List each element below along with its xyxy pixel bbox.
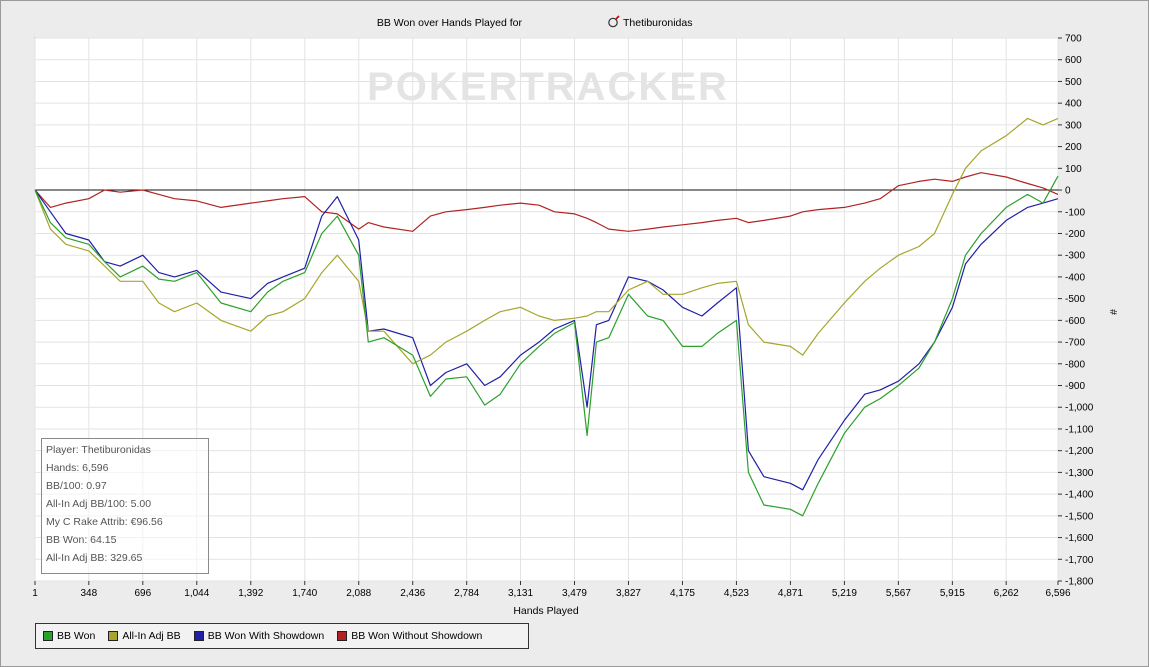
x-tick-label: 6,262 xyxy=(994,588,1019,599)
x-tick-label: 4,523 xyxy=(724,588,749,599)
legend-label: BB Won Without Showdown xyxy=(351,630,483,642)
legend-item-with-showdown[interactable]: BB Won With Showdown xyxy=(193,630,325,642)
y-tick-label: 500 xyxy=(1065,77,1082,88)
legend-item-allin-adj[interactable]: All-In Adj BB xyxy=(108,630,181,642)
x-tick-label: 4,175 xyxy=(670,588,695,599)
series-group xyxy=(34,117,1059,517)
y-tick-label: -1,400 xyxy=(1065,490,1094,501)
watermark: POKERTRACKER xyxy=(367,65,729,109)
stat-rake: My C Rake Attrib: €96.56 xyxy=(46,516,163,528)
legend-swatch xyxy=(193,631,204,641)
player-name: Thetiburonidas xyxy=(623,17,692,29)
x-tick-label: 6,596 xyxy=(1045,588,1070,599)
x-tick-label: 5,915 xyxy=(940,588,965,599)
y-tick-label: -500 xyxy=(1065,294,1085,305)
y-tick-label: 700 xyxy=(1065,34,1082,45)
y-tick-label: 400 xyxy=(1065,99,1082,110)
y-tick-label: 600 xyxy=(1065,55,1082,66)
y-tick-label: -1,600 xyxy=(1065,533,1094,544)
legend-label: All-In Adj BB xyxy=(122,630,181,642)
y-tick-label: -700 xyxy=(1065,338,1085,349)
x-tick-label: 5,567 xyxy=(886,588,911,599)
stat-allin-bb: All-In Adj BB: 329.65 xyxy=(46,552,143,564)
pokertracker-icon xyxy=(608,15,620,28)
x-tick-label: 5,219 xyxy=(832,588,857,599)
y-tick-label: -1,200 xyxy=(1065,446,1094,457)
legend-swatch xyxy=(337,631,348,641)
y-tick-label: -600 xyxy=(1065,316,1085,327)
x-tick-label: 696 xyxy=(134,588,151,599)
grid xyxy=(34,37,1059,582)
x-tick-label: 3,479 xyxy=(562,588,587,599)
series-line-bb-won xyxy=(34,175,1059,517)
y-tick-label: -400 xyxy=(1065,272,1085,283)
y-tick-label: 300 xyxy=(1065,120,1082,131)
y-tick-label: -1,000 xyxy=(1065,403,1094,414)
y-tick-label: -1,500 xyxy=(1065,511,1094,522)
x-tick-label: 3,131 xyxy=(508,588,533,599)
y-tick-label: 200 xyxy=(1065,142,1082,153)
legend-label: BB Won xyxy=(57,630,96,642)
y-tick-label: -900 xyxy=(1065,381,1085,392)
y-tick-label: 0 xyxy=(1065,186,1071,197)
y-tick-label: -1,300 xyxy=(1065,468,1094,479)
legend-swatch xyxy=(108,631,119,641)
y-tick-label: -300 xyxy=(1065,251,1085,262)
x-tick-label: 1 xyxy=(32,588,38,599)
series-line-all-in-adj-bb xyxy=(34,117,1059,365)
y-tick-label: -100 xyxy=(1065,207,1085,218)
legend-item-bb-won[interactable]: BB Won xyxy=(43,630,95,642)
y-tick-label: -1,700 xyxy=(1065,555,1094,566)
legend-item-without-showdown[interactable]: BB Won Without Showdown xyxy=(337,630,482,642)
x-tick-label: 4,871 xyxy=(778,588,803,599)
stat-player: Player: Thetiburonidas xyxy=(46,444,151,456)
legend: BB Won All-In Adj BB BB Won With Showdow… xyxy=(35,623,529,649)
x-axis-label: Hands Played xyxy=(513,605,579,617)
x-tick-label: 1,392 xyxy=(238,588,263,599)
stat-hands: Hands: 6,596 xyxy=(46,462,109,474)
x-tick-label: 2,784 xyxy=(454,588,479,599)
series-line-bb-won-with-showdown xyxy=(34,189,1059,491)
y-tick-label: -1,800 xyxy=(1065,577,1094,588)
stat-bb-won: BB Won: 64.15 xyxy=(46,534,117,546)
stat-allin-bb100: All-In Adj BB/100: 5.00 xyxy=(46,498,152,510)
y-tick-label: -800 xyxy=(1065,359,1085,370)
y-axis: 700 600 500 400 300 200 100 0 -100 -200 -300 -400 -5… xyxy=(1058,34,1094,588)
x-tick-label: 2,088 xyxy=(346,588,371,599)
legend-label: BB Won With Showdown xyxy=(207,630,325,642)
y-tick-label: -200 xyxy=(1065,229,1085,240)
stat-bb100: BB/100: 0.97 xyxy=(46,480,107,492)
legend-swatch xyxy=(43,631,53,641)
x-tick-label: 348 xyxy=(80,588,97,599)
x-axis: 1 348 696 1,044 1,392 1,740 2,088 2,436 2,784 3,1… xyxy=(32,581,1071,599)
series-line-bb-won-without-showdown xyxy=(34,172,1059,232)
stats-box: Player: Thetiburonidas Hands: 6,596 BB/1… xyxy=(41,438,209,574)
x-tick-label: 1,044 xyxy=(184,588,209,599)
y-tick-label: 100 xyxy=(1065,164,1082,175)
x-tick-label: 3,827 xyxy=(616,588,641,599)
y-axis-label: # xyxy=(1107,309,1119,315)
x-tick-label: 2,436 xyxy=(400,588,425,599)
y-tick-label: -1,100 xyxy=(1065,424,1094,435)
chart-title: BB Won over Hands Played for xyxy=(377,17,523,29)
x-tick-label: 1,740 xyxy=(292,588,317,599)
